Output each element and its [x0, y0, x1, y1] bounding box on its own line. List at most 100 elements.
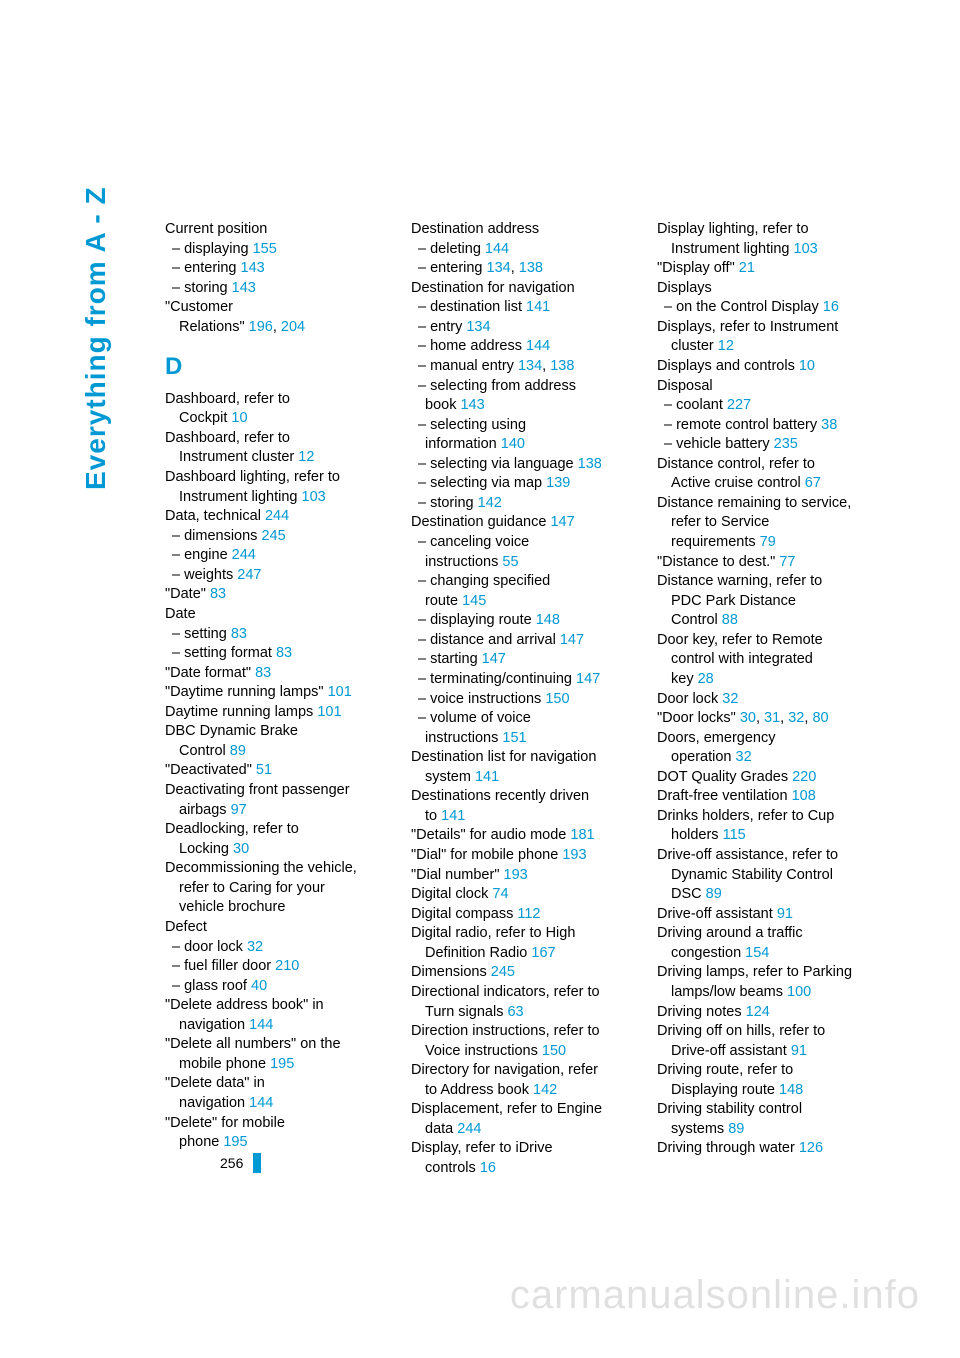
page-ref-link[interactable]: 143: [460, 397, 484, 413]
page-ref-link[interactable]: 32: [247, 939, 263, 955]
page-ref-link[interactable]: 89: [728, 1121, 744, 1137]
page-ref-link[interactable]: 83: [276, 645, 292, 661]
page-ref-link[interactable]: 147: [482, 651, 506, 667]
page-ref-link[interactable]: 101: [328, 684, 352, 700]
index-entry: Voice instructions 150: [411, 1042, 639, 1062]
page-ref-link[interactable]: 12: [298, 449, 314, 465]
page-ref-link[interactable]: 181: [570, 827, 594, 843]
page-ref-link[interactable]: 91: [777, 906, 793, 922]
page-ref-link[interactable]: 155: [253, 241, 277, 257]
page-ref-link[interactable]: 80: [812, 710, 828, 726]
page-ref-link[interactable]: 55: [502, 554, 518, 570]
page-ref-link[interactable]: 103: [302, 489, 326, 505]
page-ref-link[interactable]: 196: [249, 319, 273, 335]
page-ref-link[interactable]: 193: [504, 867, 528, 883]
page-ref-link[interactable]: 245: [491, 964, 515, 980]
page-ref-link[interactable]: 150: [542, 1043, 566, 1059]
page-ref-link[interactable]: 144: [249, 1017, 273, 1033]
page-ref-link[interactable]: 145: [462, 593, 486, 609]
page-ref-link[interactable]: 141: [475, 769, 499, 785]
page-ref-link[interactable]: 244: [457, 1121, 481, 1137]
page-ref-link[interactable]: 143: [241, 260, 265, 276]
page-ref-link[interactable]: 220: [792, 769, 816, 785]
page-ref-link[interactable]: 167: [531, 945, 555, 961]
page-ref-link[interactable]: 32: [788, 710, 804, 726]
page-ref-link[interactable]: 63: [507, 1004, 523, 1020]
page-ref-link[interactable]: 147: [560, 632, 584, 648]
page-ref-link[interactable]: 10: [799, 358, 815, 374]
page-ref-link[interactable]: 16: [480, 1160, 496, 1176]
page-ref-link[interactable]: 108: [792, 788, 816, 804]
page-ref-link[interactable]: 12: [718, 338, 734, 354]
page-ref-link[interactable]: 79: [760, 534, 776, 550]
page-ref-link[interactable]: 16: [823, 299, 839, 315]
page-ref-link[interactable]: 204: [281, 319, 305, 335]
page-ref-link[interactable]: 141: [441, 808, 465, 824]
page-ref-link[interactable]: 210: [275, 958, 299, 974]
page-ref-link[interactable]: 100: [787, 984, 811, 1000]
page-ref-link[interactable]: 134: [487, 260, 511, 276]
page-ref-link[interactable]: 10: [231, 410, 247, 426]
page-ref-link[interactable]: 124: [746, 1004, 770, 1020]
page-ref-link[interactable]: 142: [533, 1082, 557, 1098]
page-ref-link[interactable]: 195: [223, 1134, 247, 1150]
page-ref-link[interactable]: 21: [739, 260, 755, 276]
page-ref-link[interactable]: 138: [550, 358, 574, 374]
page-ref-link[interactable]: 51: [256, 762, 272, 778]
page-ref-link[interactable]: 140: [501, 436, 525, 452]
page-ref-link[interactable]: 74: [492, 886, 508, 902]
page-ref-link[interactable]: 38: [821, 417, 837, 433]
page-ref-link[interactable]: 134: [466, 319, 490, 335]
page-ref-link[interactable]: 139: [546, 475, 570, 491]
page-ref-link[interactable]: 30: [233, 841, 249, 857]
page-ref-link[interactable]: 195: [270, 1056, 294, 1072]
index-entry: lamps/low beams 100: [657, 983, 885, 1003]
page-ref-link[interactable]: 144: [485, 241, 509, 257]
page-ref-link[interactable]: 138: [578, 456, 602, 472]
page-ref-link[interactable]: 89: [230, 743, 246, 759]
page-ref-link[interactable]: 31: [764, 710, 780, 726]
index-entry: Date: [165, 605, 393, 625]
page-ref-link[interactable]: 154: [745, 945, 769, 961]
page-ref-link[interactable]: 115: [723, 827, 746, 843]
page-ref-link[interactable]: 126: [799, 1140, 823, 1156]
page-ref-link[interactable]: 97: [231, 802, 247, 818]
page-ref-link[interactable]: 77: [779, 554, 795, 570]
page-ref-link[interactable]: 151: [502, 730, 526, 746]
page-ref-link[interactable]: 147: [550, 514, 574, 530]
index-entry: – voice instructions 150: [411, 690, 639, 710]
page-ref-link[interactable]: 67: [805, 475, 821, 491]
page-ref-link[interactable]: 141: [526, 299, 550, 315]
page-ref-link[interactable]: 144: [249, 1095, 273, 1111]
page-ref-link[interactable]: 103: [794, 241, 818, 257]
page-ref-link[interactable]: 244: [232, 547, 256, 563]
page-ref-link[interactable]: 227: [727, 397, 751, 413]
page-ref-link[interactable]: 83: [231, 626, 247, 642]
page-ref-link[interactable]: 91: [791, 1043, 807, 1059]
page-ref-link[interactable]: 193: [562, 847, 586, 863]
page-ref-link[interactable]: 32: [722, 691, 738, 707]
page-ref-link[interactable]: 138: [519, 260, 543, 276]
page-ref-link[interactable]: 28: [698, 671, 714, 687]
page-ref-link[interactable]: 142: [478, 495, 502, 511]
page-ref-link[interactable]: 144: [526, 338, 550, 354]
page-ref-link[interactable]: 235: [774, 436, 798, 452]
page-ref-link[interactable]: 83: [210, 586, 226, 602]
page-ref-link[interactable]: 148: [779, 1082, 803, 1098]
page-ref-link[interactable]: 134: [518, 358, 542, 374]
page-ref-link[interactable]: 148: [536, 612, 560, 628]
page-ref-link[interactable]: 112: [517, 906, 540, 922]
page-ref-link[interactable]: 147: [576, 671, 600, 687]
page-ref-link[interactable]: 101: [317, 704, 341, 720]
page-ref-link[interactable]: 247: [237, 567, 261, 583]
page-ref-link[interactable]: 143: [232, 280, 256, 296]
page-ref-link[interactable]: 245: [261, 528, 285, 544]
page-ref-link[interactable]: 89: [706, 886, 722, 902]
page-ref-link[interactable]: 88: [722, 612, 738, 628]
page-ref-link[interactable]: 150: [545, 691, 569, 707]
page-ref-link[interactable]: 83: [255, 665, 271, 681]
page-ref-link[interactable]: 244: [265, 508, 289, 524]
page-ref-link[interactable]: 40: [251, 978, 267, 994]
page-ref-link[interactable]: 30: [740, 710, 756, 726]
page-ref-link[interactable]: 32: [736, 749, 752, 765]
